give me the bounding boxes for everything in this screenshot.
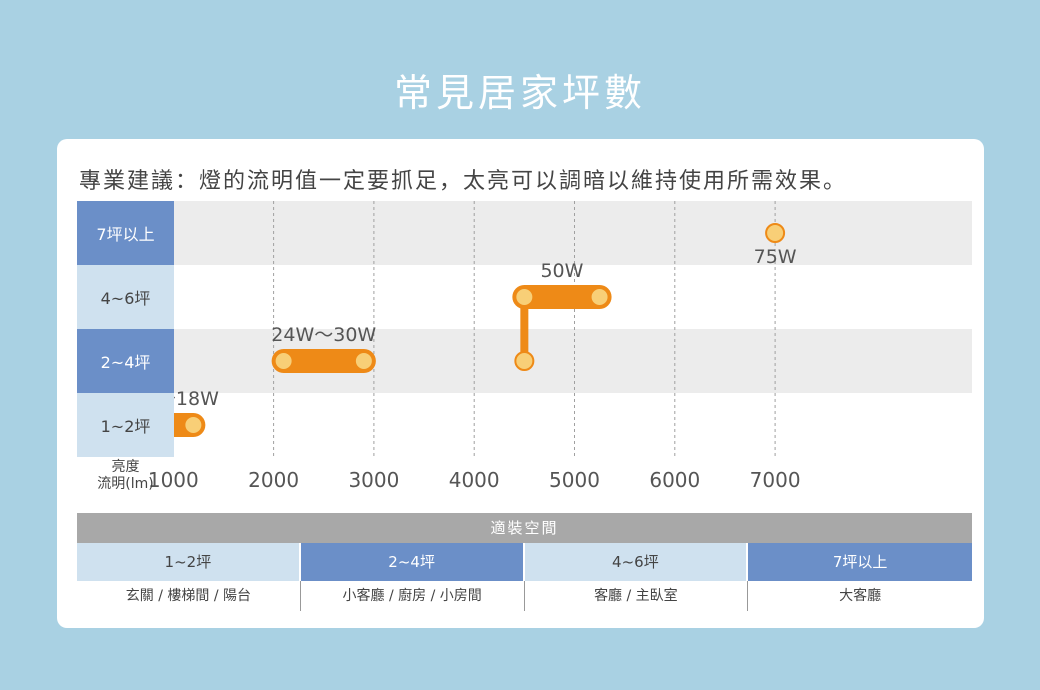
- rooms-row: 玄關 / 樓梯間 / 陽台 小客廳 / 廚房 / 小房間 客廳 / 主臥室 大客…: [77, 581, 972, 611]
- category-7plus: 7坪以上: [77, 201, 174, 265]
- space-cell-2-4: 2~4坪: [300, 543, 525, 581]
- x-tick-label: 2000: [248, 468, 299, 492]
- table-header: 適裝空間: [77, 513, 972, 543]
- x-tick-label: 6000: [649, 468, 700, 492]
- range-bar: [271, 349, 376, 373]
- rooms-cell-7plus: 大客廳: [839, 588, 882, 604]
- range-label: 50W: [540, 260, 583, 282]
- range-label: 24W～30W: [271, 324, 376, 346]
- range-chart: 1000 2000 3000 4000 5000 6000 700012～18W24W～30…: [133, 201, 972, 492]
- chart-card: 專業建議：燈的流明值一定要抓足，太亮可以調暗以維持使用所需效果。 1000 200…: [57, 139, 984, 628]
- range-bar: [512, 285, 612, 309]
- rooms-cell-1-2: 玄關 / 樓梯間 / 陽台: [77, 581, 301, 611]
- x-tick-label: 4000: [449, 468, 500, 492]
- rooms-cell-2-4: 小客廳 / 廚房 / 小房間: [301, 581, 525, 611]
- y-axis-label: 亮度 流明(lm): [77, 459, 174, 493]
- space-row: 1~2坪 2~4坪 4~6坪 7坪以上: [77, 543, 972, 581]
- category-1-2: 1~2坪: [77, 393, 174, 457]
- space-table: 適裝空間 1~2坪 2~4坪 4~6坪 7坪以上 玄關 / 樓梯間 / 陽台 小…: [77, 513, 972, 611]
- range-point-dot: [765, 223, 786, 243]
- space-cell-4-6: 4~6坪: [524, 543, 749, 581]
- category-4-6: 4~6坪: [77, 265, 174, 329]
- x-tick-label: 5000: [549, 468, 600, 492]
- chart-subtitle: 專業建議：燈的流明值一定要抓足，太亮可以調暗以維持使用所需效果。: [79, 169, 848, 194]
- range-end-dot: [353, 351, 374, 371]
- range-start-dot: [273, 351, 294, 371]
- range-end-dot: [589, 287, 610, 307]
- y-axis-label-line1: 亮度: [111, 459, 140, 475]
- y-axis-label-line2: 流明(lm): [97, 476, 154, 492]
- x-tick-label: 3000: [348, 468, 399, 492]
- space-cell-7plus: 7坪以上: [748, 543, 972, 581]
- range-label: 75W: [754, 246, 797, 268]
- range-point-dot: [514, 351, 535, 371]
- category-2-4: 2~4坪: [77, 329, 174, 393]
- range-start-dot: [514, 287, 535, 307]
- row-band: [174, 201, 972, 265]
- range-end-dot: [183, 415, 204, 435]
- x-tick-label: 7000: [750, 468, 801, 492]
- page-title: 常見居家坪數: [393, 71, 646, 115]
- x-tick-label: 1000: [148, 468, 199, 492]
- rooms-cell-4-6: 客廳 / 主臥室: [525, 581, 749, 611]
- space-cell-1-2: 1~2坪: [77, 543, 301, 581]
